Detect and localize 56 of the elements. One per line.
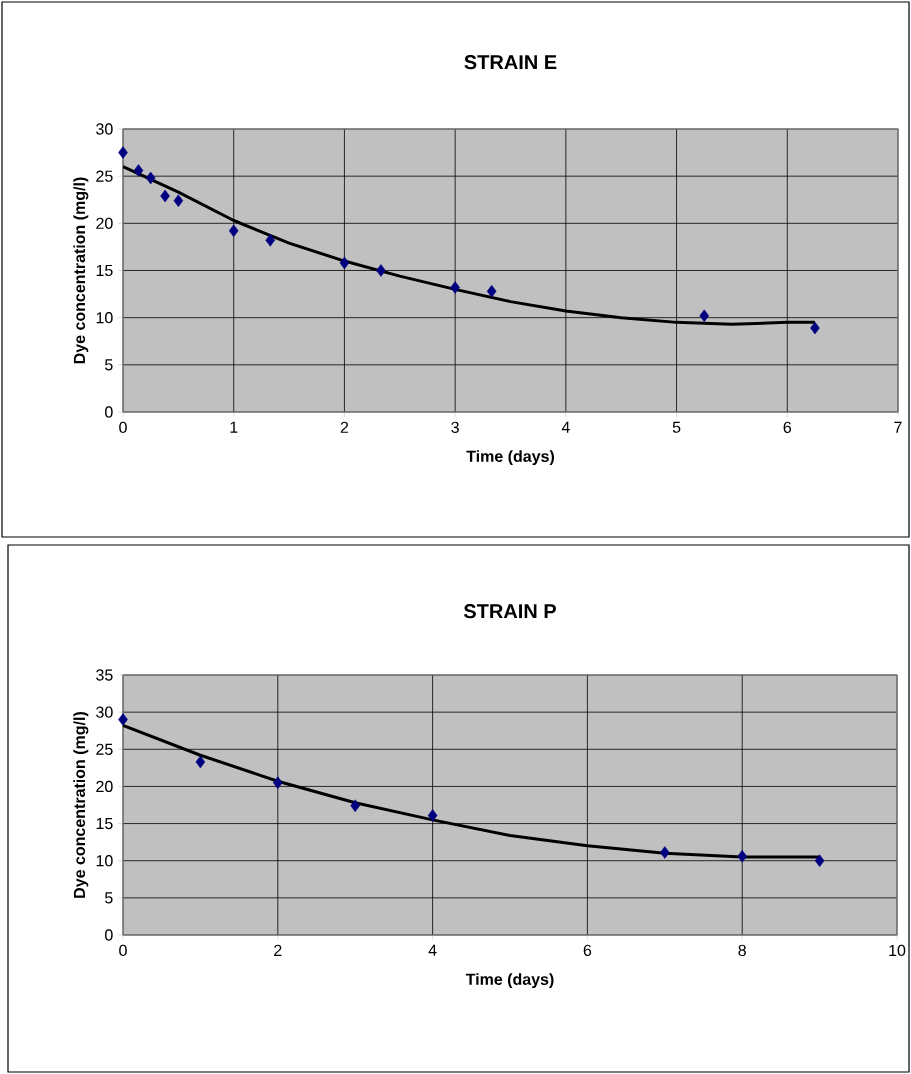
- x-axis-title: Time (days): [466, 450, 555, 466]
- x-tick-label: 4: [561, 421, 570, 433]
- point: [228, 224, 239, 238]
- point: [737, 849, 747, 863]
- point: [145, 171, 156, 185]
- point: [376, 264, 386, 277]
- point: [699, 309, 710, 323]
- x-tick-label: 6: [783, 421, 792, 434]
- point: [118, 713, 128, 726]
- x-tick-label: 2: [274, 944, 282, 956]
- y-axis-title: Dye concentration (mg/l): [73, 177, 89, 364]
- x-tick-label: 1: [230, 421, 238, 433]
- y-tick-label: 30: [96, 123, 113, 135]
- x-tick-label: 10: [889, 944, 906, 957]
- x-tick-label: 3: [451, 421, 459, 434]
- y-tick-label: 0: [105, 929, 113, 941]
- x-tick-label: 8: [738, 944, 746, 957]
- x-tick-label: 0: [119, 421, 127, 434]
- point: [195, 755, 206, 769]
- point: [486, 284, 497, 298]
- chart-title: STRAIN P: [463, 604, 556, 619]
- point: [660, 846, 670, 859]
- x-tick-label: 2: [340, 421, 349, 433]
- y-tick-label: 20: [96, 780, 113, 793]
- point: [133, 164, 144, 177]
- y-tick-label: 5: [105, 359, 113, 371]
- x-tick-label: 7: [894, 421, 902, 433]
- point: [350, 799, 360, 813]
- y-tick-label: 10: [96, 312, 113, 324]
- y-tick-label: 35: [96, 669, 113, 681]
- point: [118, 146, 128, 159]
- y-tick-label: 0: [105, 406, 113, 418]
- y-tick-label: 15: [96, 264, 113, 277]
- y-axis-title: Dye concentration (mg/l): [73, 712, 89, 898]
- x-tick-label: 0: [119, 944, 127, 957]
- point: [273, 776, 283, 789]
- point: [810, 321, 820, 335]
- x-axis-title: Time (days): [465, 973, 554, 989]
- y-tick-label: 25: [96, 743, 113, 755]
- point: [265, 234, 276, 247]
- y-tick-label: 10: [96, 855, 113, 867]
- x-tick-label: 5: [672, 421, 681, 433]
- y-tick-label: 20: [96, 217, 113, 229]
- x-tick-label: 4: [428, 944, 437, 956]
- point: [450, 281, 460, 294]
- y-tick-label: 15: [96, 818, 113, 830]
- point: [339, 256, 350, 270]
- y-tick-label: 25: [96, 170, 113, 182]
- point: [427, 809, 438, 822]
- chart-title: STRAIN E: [464, 55, 557, 70]
- y-tick-label: 5: [105, 892, 113, 904]
- y-tick-label: 30: [96, 706, 113, 718]
- x-tick-label: 6: [583, 944, 592, 957]
- point: [814, 854, 825, 867]
- point: [173, 194, 184, 207]
- point: [160, 189, 170, 203]
